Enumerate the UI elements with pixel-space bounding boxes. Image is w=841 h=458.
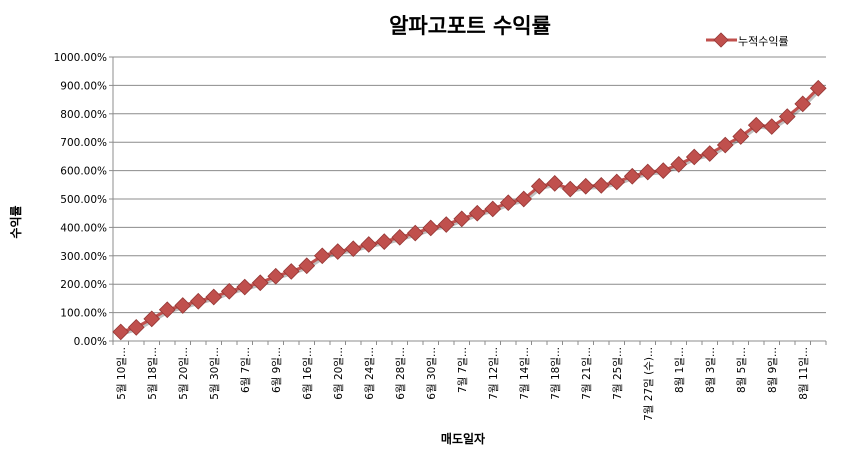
data-point-marker bbox=[577, 177, 595, 195]
x-axis-tick-labels: 5월 10일... 5월 18일... 5월 20일... 5월 30일... 6월 7… bbox=[112, 341, 827, 421]
legend-marker-swatch bbox=[713, 32, 729, 48]
data-point-marker bbox=[778, 108, 796, 125]
x-tick-label: 5월 10일... bbox=[115, 347, 128, 400]
data-point-marker bbox=[732, 128, 750, 145]
data-point-marker bbox=[251, 274, 269, 292]
data-point-marker bbox=[794, 95, 812, 113]
data-point-marker bbox=[329, 243, 347, 260]
series-cumulative-return bbox=[112, 79, 827, 341]
y-tick-label: 800.00% bbox=[60, 109, 107, 121]
series-line-shadow bbox=[121, 89, 821, 336]
x-tick-label: 8월 1일... bbox=[673, 347, 686, 393]
data-point-marker bbox=[654, 162, 672, 179]
x-tick-label: 6월 28일... bbox=[394, 347, 407, 400]
data-point-marker bbox=[561, 180, 579, 198]
data-point-marker bbox=[422, 219, 440, 237]
legend-label: 누적수익률 bbox=[738, 35, 789, 48]
grid-lines bbox=[113, 56, 826, 314]
x-tick-label: 5월 18일... bbox=[146, 347, 159, 400]
data-point-marker bbox=[747, 116, 765, 134]
x-tick-label: 5월 20일... bbox=[177, 347, 190, 400]
data-point-marker bbox=[360, 236, 378, 253]
data-point-marker bbox=[592, 177, 610, 194]
data-point-marker bbox=[344, 240, 362, 258]
x-tick-label: 8월 9일... bbox=[766, 347, 779, 393]
data-point-marker bbox=[220, 282, 238, 300]
data-point-marker bbox=[282, 263, 300, 280]
data-point-marker bbox=[174, 297, 192, 314]
data-point-marker bbox=[437, 216, 455, 233]
data-point-marker bbox=[189, 292, 207, 310]
data-point-marker bbox=[608, 173, 626, 191]
data-point-marker bbox=[313, 247, 331, 265]
x-tick-label: 7월 27일 (수)... bbox=[642, 347, 655, 421]
series-line bbox=[120, 87, 820, 334]
y-axis-tick-labels: 0.00% 100.00% 200.00% 300.00% 400.00% 500.00%… bbox=[54, 52, 113, 348]
y-axis-title: 수익률 bbox=[9, 205, 23, 238]
data-point-marker bbox=[716, 136, 734, 154]
data-point-marker bbox=[623, 167, 641, 185]
data-point-marker bbox=[763, 118, 781, 135]
data-point-marker bbox=[484, 200, 502, 218]
x-axis-title: 매도일자 bbox=[441, 431, 485, 446]
y-tick-label: 200.00% bbox=[60, 279, 107, 291]
data-point-marker bbox=[530, 177, 548, 195]
data-point-marker bbox=[127, 319, 145, 336]
y-tick-label: 300.00% bbox=[60, 251, 107, 263]
x-tick-label: 6월 24일... bbox=[363, 347, 376, 400]
data-point-marker bbox=[298, 257, 316, 275]
x-tick-label: 7월 14일... bbox=[518, 347, 531, 400]
y-tick-label: 700.00% bbox=[60, 137, 107, 149]
data-point-marker bbox=[391, 228, 409, 246]
data-point-marker bbox=[468, 204, 486, 222]
x-tick-label: 7월 21일... bbox=[580, 347, 593, 400]
data-point-marker bbox=[406, 224, 424, 242]
x-tick-label: 6월 30일... bbox=[425, 347, 438, 400]
y-tick-label: 900.00% bbox=[60, 80, 107, 92]
data-point-marker bbox=[499, 194, 517, 212]
data-point-marker bbox=[701, 145, 719, 162]
data-point-marker bbox=[685, 148, 703, 166]
data-point-marker bbox=[158, 301, 176, 319]
x-tick-label: 8월 11일... bbox=[797, 347, 810, 400]
data-point-marker bbox=[236, 278, 254, 296]
x-tick-label: 8월 5일... bbox=[735, 347, 748, 393]
legend: 누적수익률 bbox=[706, 32, 789, 48]
y-tick-label: 1000.00% bbox=[54, 52, 107, 64]
data-point-marker bbox=[809, 79, 827, 97]
data-point-marker bbox=[267, 267, 285, 285]
x-tick-label: 7월 12일... bbox=[487, 347, 500, 400]
x-tick-label: 7월 18일... bbox=[549, 347, 562, 400]
x-tick-label: 6월 9일... bbox=[270, 347, 283, 393]
y-tick-label: 600.00% bbox=[60, 166, 107, 178]
x-tick-label: 6월 16일... bbox=[301, 347, 314, 400]
x-tick-label: 7월 7일... bbox=[456, 347, 469, 393]
y-tick-label: 500.00% bbox=[60, 194, 107, 206]
data-point-marker bbox=[670, 156, 688, 173]
data-point-marker bbox=[375, 233, 393, 250]
y-tick-label: 400.00% bbox=[60, 222, 107, 234]
y-tick-label: 0.00% bbox=[74, 336, 107, 348]
data-point-marker bbox=[205, 288, 223, 306]
x-tick-label: 8월 3일... bbox=[704, 347, 717, 393]
data-point-marker bbox=[546, 175, 564, 192]
chart-title: 알파고포트 수익률 bbox=[389, 14, 551, 38]
y-tick-label: 100.00% bbox=[60, 308, 107, 320]
x-tick-label: 7월 25일... bbox=[611, 347, 624, 400]
data-point-marker bbox=[112, 323, 130, 341]
data-point-marker bbox=[453, 210, 471, 228]
x-tick-label: 5월 30일... bbox=[208, 347, 221, 400]
x-tick-label: 6월 20일... bbox=[332, 347, 345, 400]
data-point-marker bbox=[515, 190, 533, 208]
data-point-marker bbox=[639, 163, 657, 181]
data-point-marker bbox=[143, 310, 161, 328]
x-tick-label: 6월 7일... bbox=[239, 347, 252, 393]
